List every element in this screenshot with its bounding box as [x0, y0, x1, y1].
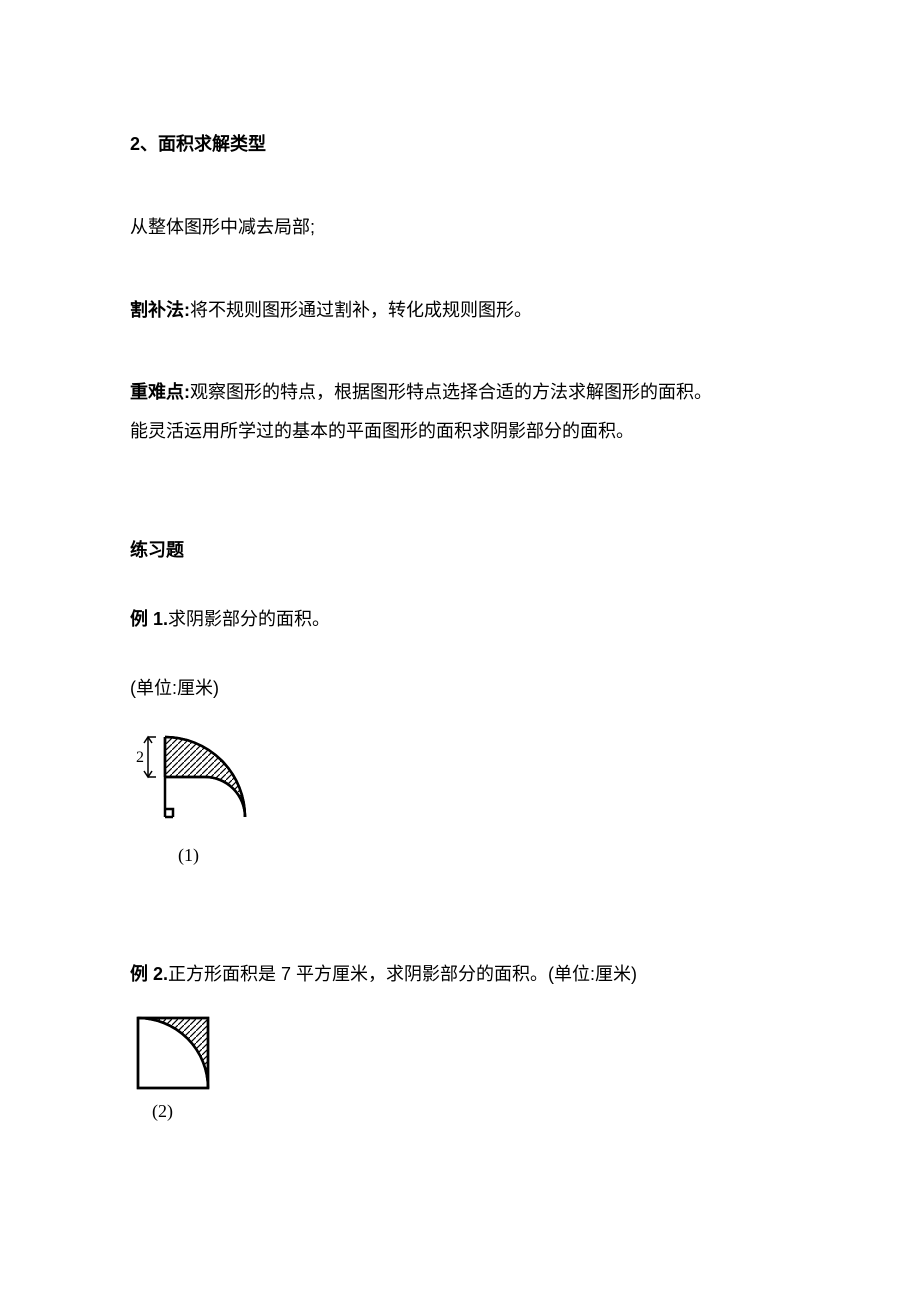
section-title-text: 面积求解类型 [158, 134, 266, 154]
example1-label: 例 1. [130, 609, 168, 629]
example1-unit-text: (单位:厘米) [130, 678, 219, 698]
figure2-caption: (2) [130, 1097, 790, 1126]
figure2-svg [130, 1013, 220, 1093]
method2-cont: 能灵活运用所学过的基本的平面图形的面积求阴影部分的面积。 [130, 417, 790, 446]
example2-line: 例 2.正方形面积是 7 平方厘米，求阴影部分的面积。(单位:厘米) [130, 960, 790, 989]
example1-text: 求阴影部分的面积。 [168, 609, 330, 629]
example1-line: 例 1.求阴影部分的面积。 [130, 605, 790, 634]
example2-label: 例 2. [130, 964, 168, 984]
example2-text: 正方形面积是 7 平方厘米，求阴影部分的面积。(单位:厘米) [168, 964, 637, 984]
method1-text: 将不规则图形通过割补，转化成规则图形。 [190, 300, 532, 320]
figure1-svg: 2 [130, 732, 260, 837]
figure1-caption: (1) [130, 841, 790, 870]
figure1-dim-label: 2 [136, 749, 144, 766]
figure1-caption-text: (1) [178, 845, 199, 865]
method2-paragraph: 重难点:观察图形的特点，根据图形特点选择合适的方法求解图形的面积。 [130, 378, 790, 407]
intro-paragraph: 从整体图形中减去局部; [130, 213, 790, 242]
method2-label: 重难点: [130, 382, 190, 402]
section-number: 2、 [130, 134, 158, 154]
method1-paragraph: 割补法:将不规则图形通过割补，转化成规则图形。 [130, 296, 790, 325]
exercises-heading-text: 练习题 [130, 540, 184, 560]
figure2-block: (2) [130, 1013, 790, 1126]
section-title: 2、面积求解类型 [130, 130, 790, 159]
example1-unit: (单位:厘米) [130, 674, 790, 703]
method1-label: 割补法: [130, 300, 190, 320]
figure2-caption-text: (2) [152, 1101, 173, 1121]
figure1-block: 2 (1) [130, 732, 790, 870]
method2-text: 观察图形的特点，根据图形特点选择合适的方法求解图形的面积。 [190, 382, 712, 402]
intro-text: 从整体图形中减去局部; [130, 217, 315, 237]
exercises-heading: 练习题 [130, 536, 790, 565]
method2-cont-text: 能灵活运用所学过的基本的平面图形的面积求阴影部分的面积。 [130, 421, 634, 441]
